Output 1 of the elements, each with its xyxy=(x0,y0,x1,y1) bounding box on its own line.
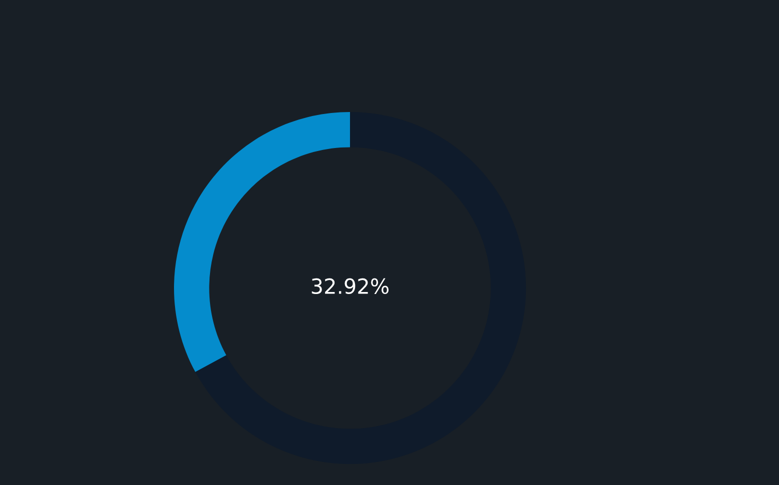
text: 32.92% xyxy=(312,278,389,294)
